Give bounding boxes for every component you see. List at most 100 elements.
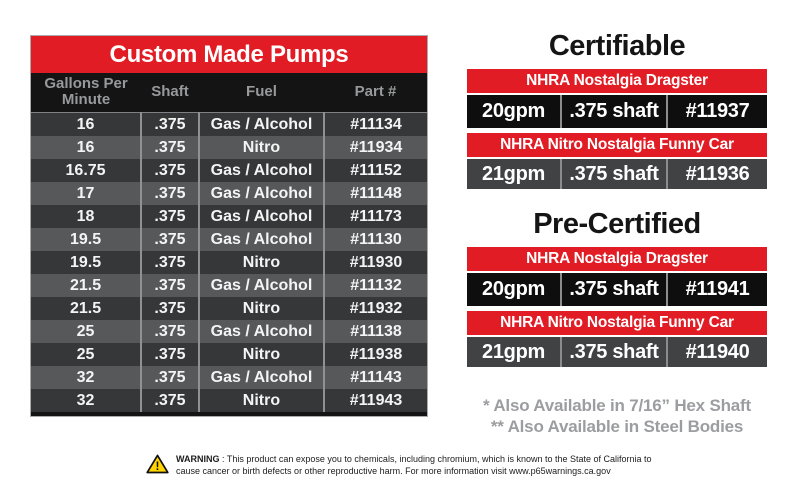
pump-table-title: Custom Made Pumps	[31, 36, 427, 73]
table-cell: Gas / Alcohol	[197, 273, 325, 297]
part-number: #11936	[685, 162, 750, 185]
table-cell: 19.5	[69, 230, 102, 248]
table-cell: #11173	[323, 204, 427, 228]
table-cell: #11130	[323, 227, 427, 251]
gpm-value: 21gpm	[482, 162, 545, 185]
table-cell: #11932	[323, 296, 427, 320]
table-cell: .375	[140, 250, 199, 274]
warning-label: WARNING	[176, 454, 220, 464]
table-cell: #11934	[323, 135, 427, 159]
pump-table-body: 16.375 Gas / Alcohol #11134 16.375 Nitro #119…	[31, 112, 427, 414]
gpm-value: 20gpm	[482, 100, 545, 122]
table-cell: Nitro	[197, 250, 325, 274]
table-row: 19.5 .375 Gas / Alcohol #11130	[31, 227, 427, 251]
table-cell: Nitro	[197, 388, 325, 414]
pre-certified-dragster-card: NHRA Nostalgia Dragster 20gpm .375 shaft…	[467, 247, 767, 306]
table-cell: #11930	[323, 250, 427, 274]
table-cell: Gas / Alcohol	[197, 365, 325, 389]
table-cell: .375	[140, 181, 199, 205]
availability-notes: * Also Available in 7/16” Hex Shaft ** A…	[467, 396, 767, 437]
table-row: 19.5 .375 Nitro #11930	[31, 250, 427, 274]
warning-triangle-icon: !	[146, 454, 169, 479]
table-row: 16 .375 Gas / Alcohol #11134	[31, 112, 427, 136]
table-cell: 19.5	[69, 253, 102, 271]
table-row: 17 .375 Gas / Alcohol #11148	[31, 181, 427, 205]
shaft-value: .375 shaft	[560, 273, 668, 306]
table-cell: .375	[140, 158, 199, 182]
svg-text:!: !	[156, 459, 160, 473]
table-cell: #11943	[323, 388, 427, 414]
part-number: #11940	[685, 340, 750, 363]
cert-card-header: NHRA Nitro Nostalgia Funny Car	[467, 311, 767, 335]
table-cell: #11138	[323, 319, 427, 343]
table-cell: .375	[140, 112, 199, 136]
table-cell: #11132	[323, 273, 427, 297]
table-cell: Nitro	[197, 296, 325, 320]
pump-spec-table: Custom Made Pumps Gallons Per Minute Sha…	[30, 35, 428, 417]
warning-text: WARNING : This product can expose you to…	[176, 453, 654, 477]
table-cell: 32	[76, 368, 95, 386]
table-cell: 17	[76, 184, 95, 202]
table-row: 21.5 .375 Nitro #11932	[31, 296, 427, 320]
gpm-value: 20gpm	[482, 278, 545, 300]
cert-card-header: NHRA Nostalgia Dragster	[467, 69, 767, 93]
table-cell: .375	[140, 365, 199, 389]
table-cell: Gas / Alcohol	[197, 227, 325, 251]
table-cell: Gas / Alcohol	[197, 158, 325, 182]
table-cell: #11134	[323, 112, 427, 136]
table-row: 21.5 .375 Gas / Alcohol #11132	[31, 273, 427, 297]
table-cell: .375	[140, 227, 199, 251]
table-cell: .375	[140, 296, 199, 320]
cert-card-header: NHRA Nitro Nostalgia Funny Car	[467, 133, 767, 157]
part-number: #11941	[685, 278, 750, 300]
column-header-gpm: Gallons Per Minute	[31, 73, 142, 113]
table-cell: #11152	[323, 158, 427, 182]
table-row: 25 .375 Gas / Alcohol #11138	[31, 319, 427, 343]
certifiable-dragster-card: NHRA Nostalgia Dragster 20gpm .375 shaft…	[467, 69, 767, 128]
table-cell: 25	[76, 322, 95, 340]
gpm-value: 21gpm	[482, 340, 545, 363]
column-header-shaft: Shaft	[141, 73, 199, 113]
certification-column: Certifiable NHRA Nostalgia Dragster 20gp…	[467, 30, 767, 437]
table-cell: Gas / Alcohol	[197, 204, 325, 228]
table-cell: 16	[76, 115, 95, 133]
table-cell: Nitro	[197, 342, 325, 366]
table-cell: Gas / Alcohol	[197, 319, 325, 343]
shaft-value: .375 shaft	[560, 95, 668, 128]
pump-table-header-row: Gallons Per Minute Shaft Fuel Part #	[31, 73, 427, 113]
part-number: #11937	[685, 100, 750, 122]
table-cell: Nitro	[197, 135, 325, 159]
shaft-value: .375 shaft	[560, 337, 668, 367]
table-cell: 18	[76, 207, 95, 225]
certifiable-funnycar-card: NHRA Nitro Nostalgia Funny Car 21gpm .37…	[467, 133, 767, 189]
column-header-part: Part #	[324, 73, 427, 113]
note-steel-bodies: ** Also Available in Steel Bodies	[490, 416, 744, 436]
shaft-value: .375 shaft	[560, 159, 668, 189]
table-cell: 16.75	[65, 161, 106, 179]
table-row: 32 .375 Nitro #11943	[31, 388, 427, 414]
table-cell: Gas / Alcohol	[197, 181, 325, 205]
table-cell: .375	[140, 135, 199, 159]
table-cell: 21.5	[69, 299, 102, 317]
table-cell: 21.5	[69, 276, 102, 294]
cert-card-row: 20gpm .375 shaft #11941	[467, 273, 767, 306]
table-cell: #11148	[323, 181, 427, 205]
pre-certified-funnycar-card: NHRA Nitro Nostalgia Funny Car 21gpm .37…	[467, 311, 767, 367]
table-row: 32 .375 Gas / Alcohol #11143	[31, 365, 427, 389]
table-cell: .375	[140, 273, 199, 297]
table-row: 16.75 .375 Gas / Alcohol #11152	[31, 158, 427, 182]
table-cell: Gas / Alcohol	[197, 112, 325, 136]
table-cell: 25	[76, 345, 95, 363]
pump-table: Gallons Per Minute Shaft Fuel Part # 16.…	[31, 73, 427, 416]
table-cell: .375	[140, 319, 199, 343]
table-row: 25 .375 Nitro #11938	[31, 342, 427, 366]
table-cell: #11938	[323, 342, 427, 366]
prop65-warning: ! WARNING : This product can expose you …	[0, 453, 800, 479]
cert-card-row: 21gpm .375 shaft #11936	[467, 159, 767, 189]
cert-card-row: 20gpm .375 shaft #11937	[467, 95, 767, 128]
cert-card-row: 21gpm .375 shaft #11940	[467, 337, 767, 367]
column-header-fuel: Fuel	[198, 73, 325, 113]
table-cell: .375	[140, 342, 199, 366]
table-cell: .375	[140, 204, 199, 228]
table-row: 16 .375 Nitro #11934	[31, 135, 427, 159]
